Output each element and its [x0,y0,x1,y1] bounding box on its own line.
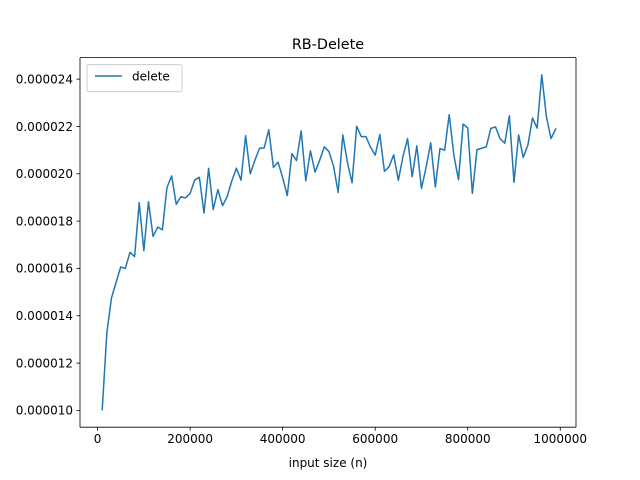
y-axis-ticks: 0.000010 0.000012 0.000014 0.000016 0.000018… [16,72,80,418]
y-tick-label: 0.000018 [16,214,73,228]
legend: delete [86,64,183,93]
series-line-delete [101,74,557,411]
series-layer [101,74,557,411]
y-tick-label: 0.000016 [16,262,73,276]
x-tick-label: 400000 [260,432,306,446]
y-tick-label: 0.000010 [16,404,73,418]
chart-title: RB-Delete [292,37,364,53]
legend-frame [86,64,183,93]
y-tick-label: 0.000020 [16,167,73,181]
y-tick-label: 0.000014 [16,309,73,323]
x-tick-label: 800000 [445,432,491,446]
x-tick-label: 200000 [167,432,213,446]
axes-frame [79,57,577,428]
x-tick-label: 600000 [352,432,398,446]
y-tick-label: 0.000022 [16,120,73,134]
x-axis-label: input size (n) [289,456,368,470]
y-tick-label: 0.000012 [16,356,73,370]
legend-label-delete: delete [132,69,170,83]
y-tick-label: 0.000024 [16,72,73,86]
plot-area [80,57,576,428]
x-tick-label: 0 [94,432,102,446]
x-tick-label: 1000000 [534,432,587,446]
x-axis-ticks: 0 200000 400000 600000 800000 1000000 [94,427,587,446]
